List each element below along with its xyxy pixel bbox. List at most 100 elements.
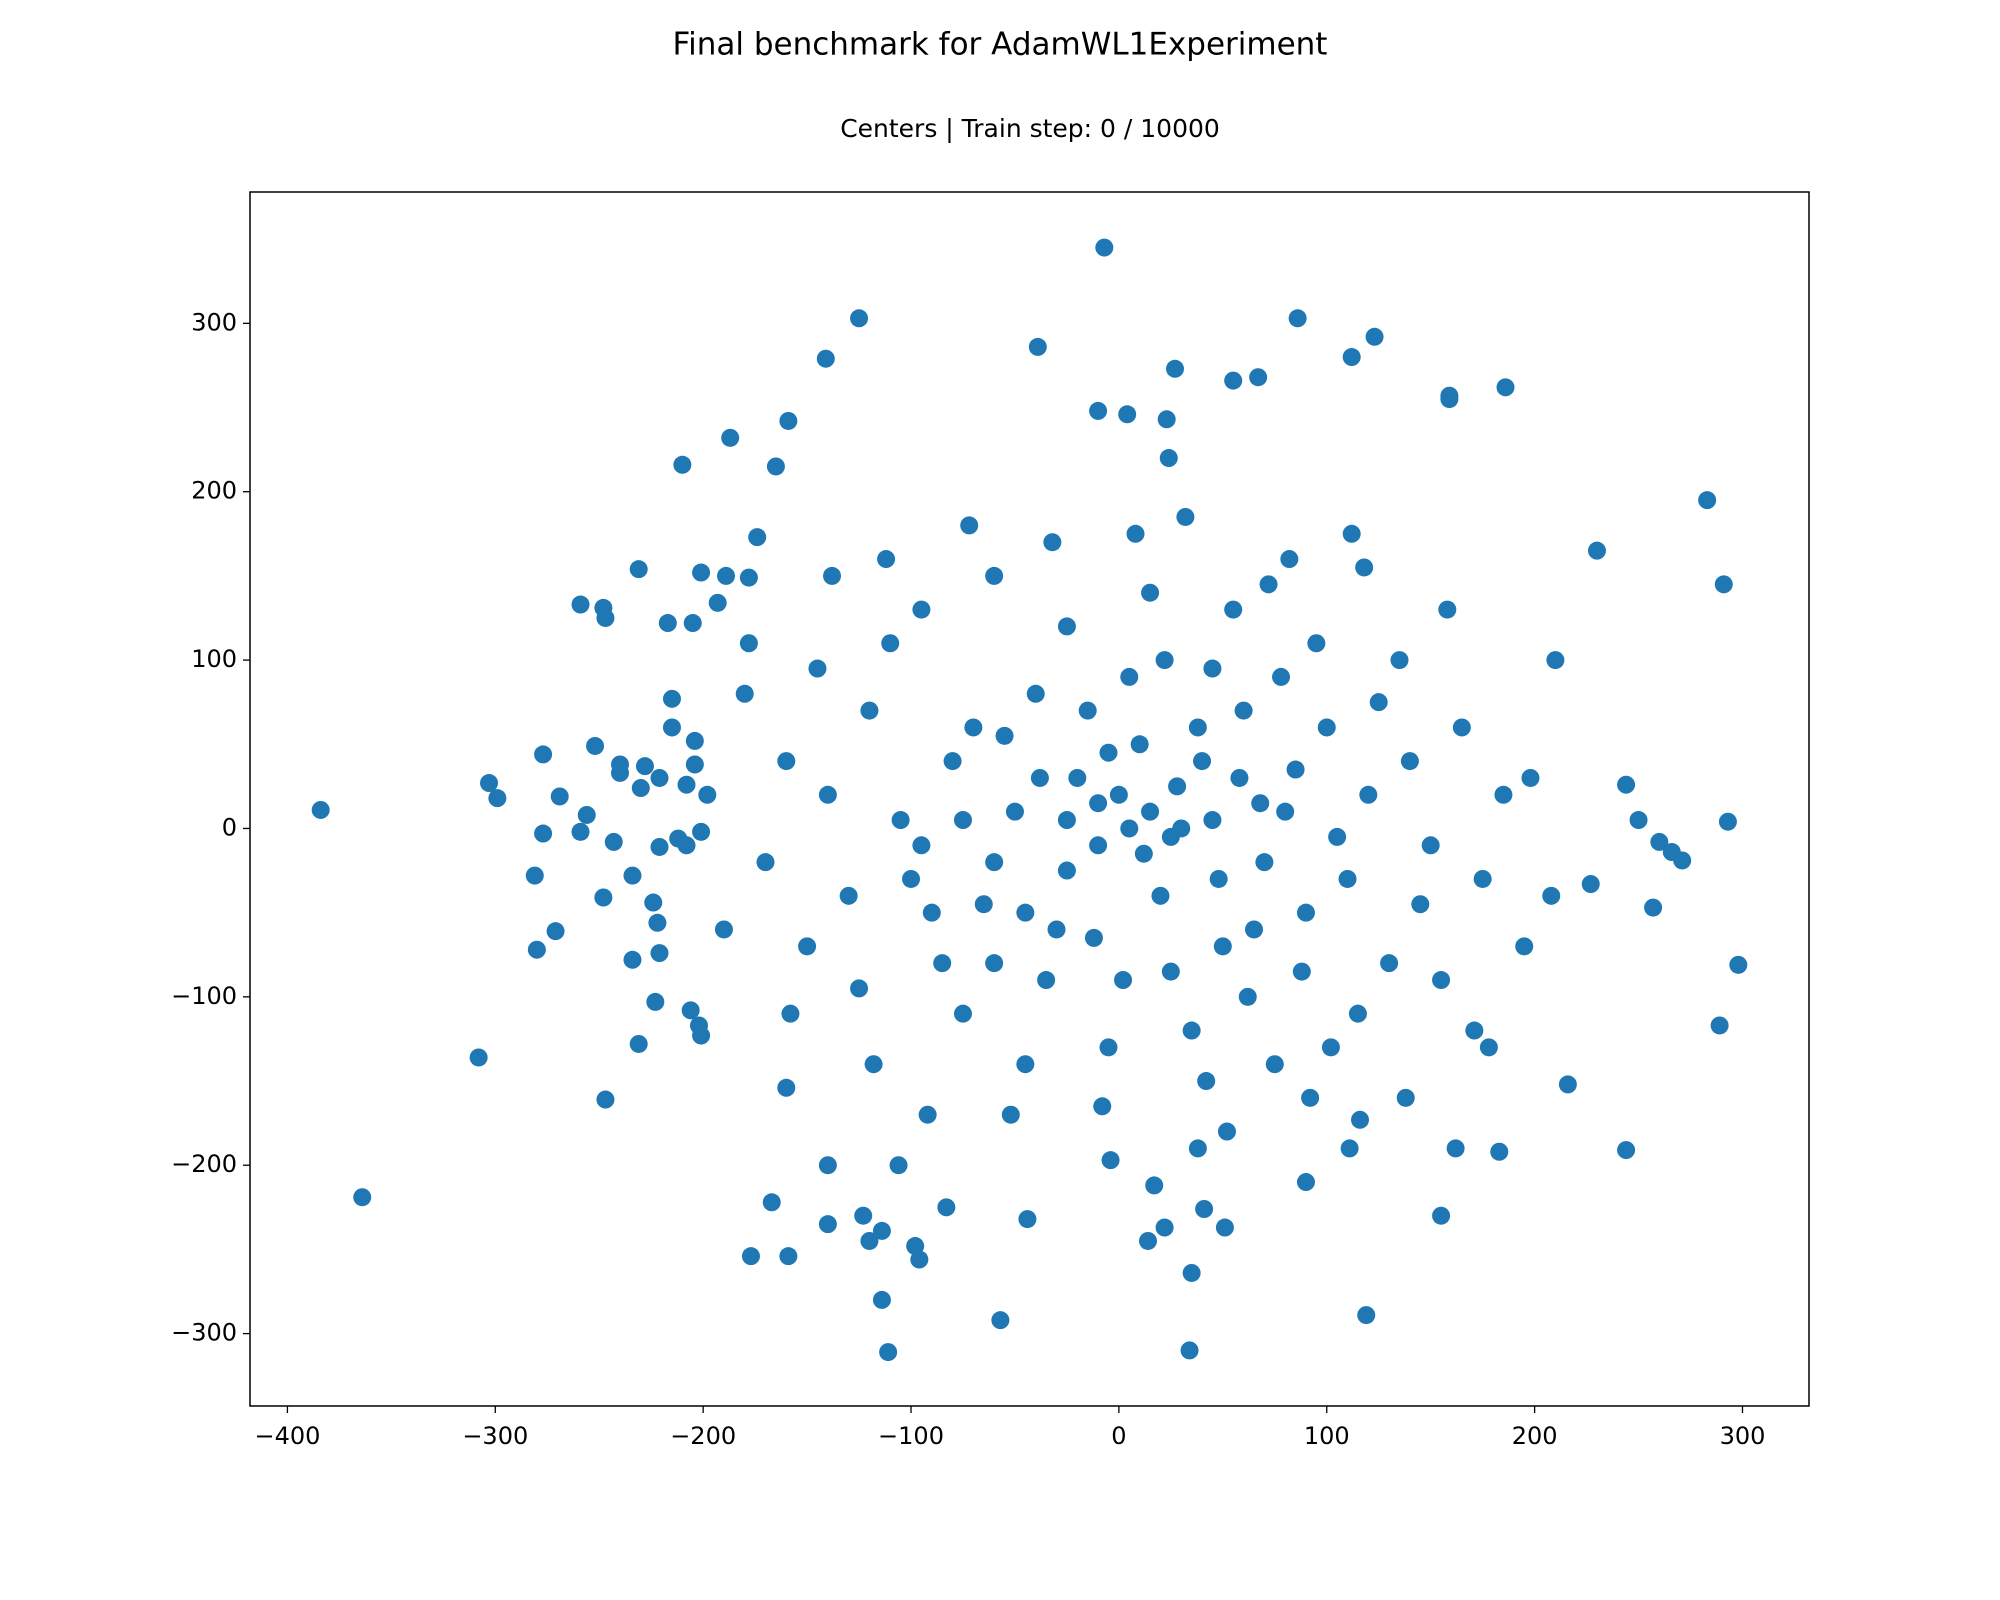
- point: [1188, 1139, 1207, 1158]
- point: [1141, 802, 1160, 821]
- point: [550, 787, 569, 806]
- point: [1203, 811, 1222, 830]
- point: [1197, 1072, 1216, 1091]
- point: [953, 811, 972, 830]
- point: [943, 752, 962, 771]
- point: [1496, 378, 1515, 397]
- point: [1089, 794, 1108, 813]
- point: [673, 455, 692, 474]
- point: [1093, 1097, 1112, 1116]
- point: [1141, 583, 1160, 602]
- point: [1348, 1004, 1367, 1023]
- point: [1114, 971, 1133, 990]
- point: [877, 550, 896, 569]
- point: [735, 684, 754, 703]
- point: [1151, 886, 1170, 905]
- point: [577, 805, 596, 824]
- point: [779, 411, 798, 430]
- point: [1296, 903, 1315, 922]
- point: [912, 836, 931, 855]
- chart-title: Final benchmark for AdamWL1Experiment: [673, 27, 1328, 63]
- point: [1718, 812, 1737, 831]
- point: [1255, 853, 1274, 872]
- point: [1396, 1088, 1415, 1107]
- point: [1546, 651, 1565, 670]
- point: [1126, 524, 1145, 543]
- point: [658, 614, 677, 633]
- point: [721, 428, 740, 447]
- point: [650, 837, 669, 856]
- point: [650, 768, 669, 787]
- point: [1161, 827, 1180, 846]
- point: [1145, 1176, 1164, 1195]
- point: [1018, 1210, 1037, 1229]
- point: [1057, 861, 1076, 880]
- point: [777, 752, 796, 771]
- point: [1432, 971, 1451, 990]
- point: [714, 920, 733, 939]
- point: [1028, 337, 1047, 356]
- point: [1288, 309, 1307, 328]
- point: [1026, 684, 1045, 703]
- point: [960, 516, 979, 535]
- point: [1213, 937, 1232, 956]
- y-tick-label: −100: [171, 982, 237, 1010]
- point: [1130, 735, 1149, 754]
- point: [1521, 768, 1540, 787]
- point: [1479, 1038, 1498, 1057]
- point: [692, 1026, 711, 1045]
- x-tick-label: 300: [1720, 1422, 1766, 1450]
- point: [818, 1215, 837, 1234]
- point: [762, 1193, 781, 1212]
- point: [1357, 1306, 1376, 1325]
- point: [1328, 827, 1347, 846]
- point: [1321, 1038, 1340, 1057]
- point: [781, 1004, 800, 1023]
- point: [902, 869, 921, 888]
- point: [629, 560, 648, 579]
- point: [1301, 1088, 1320, 1107]
- chart-subtitle: Centers | Train step: 0 / 10000: [840, 114, 1220, 143]
- point: [1617, 775, 1636, 794]
- point: [879, 1343, 898, 1362]
- x-tick-label: −200: [670, 1422, 736, 1450]
- point: [872, 1290, 891, 1309]
- point: [1452, 718, 1471, 737]
- point: [623, 950, 642, 969]
- point: [692, 563, 711, 582]
- point: [1249, 368, 1268, 387]
- point: [953, 1004, 972, 1023]
- point: [1729, 955, 1748, 974]
- point: [1157, 410, 1176, 429]
- point: [1359, 785, 1378, 804]
- point: [1351, 1110, 1370, 1129]
- point: [1342, 524, 1361, 543]
- point: [808, 659, 827, 678]
- point: [1473, 869, 1492, 888]
- point: [1159, 449, 1178, 468]
- point: [974, 895, 993, 914]
- point: [662, 718, 681, 737]
- point: [739, 568, 758, 587]
- point: [708, 593, 727, 612]
- point: [1215, 1218, 1234, 1237]
- point: [1421, 836, 1440, 855]
- point: [1193, 752, 1212, 771]
- point: [985, 566, 1004, 585]
- point: [1057, 811, 1076, 830]
- point: [1390, 651, 1409, 670]
- point: [546, 922, 565, 941]
- point: [850, 979, 869, 998]
- point: [1673, 851, 1692, 870]
- point: [860, 701, 879, 720]
- point: [611, 763, 630, 782]
- point: [604, 832, 623, 851]
- point: [1195, 1199, 1214, 1218]
- point: [1182, 1021, 1201, 1040]
- point: [1016, 903, 1035, 922]
- point: [586, 736, 605, 755]
- point: [1244, 920, 1263, 939]
- point: [662, 689, 681, 708]
- point: [1280, 550, 1299, 569]
- point: [1238, 987, 1257, 1006]
